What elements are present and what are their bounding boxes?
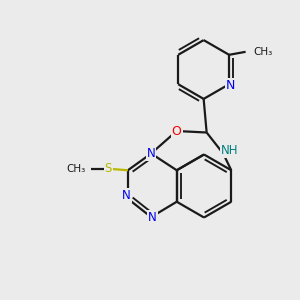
Text: S: S [105,162,112,175]
Text: N: N [148,211,157,224]
Text: CH₃: CH₃ [253,47,272,57]
Text: N: N [226,79,235,92]
Text: NH: NH [221,144,238,157]
Text: N: N [147,147,155,160]
Text: CH₃: CH₃ [66,164,85,174]
Text: O: O [172,124,182,137]
Text: N: N [122,189,131,202]
